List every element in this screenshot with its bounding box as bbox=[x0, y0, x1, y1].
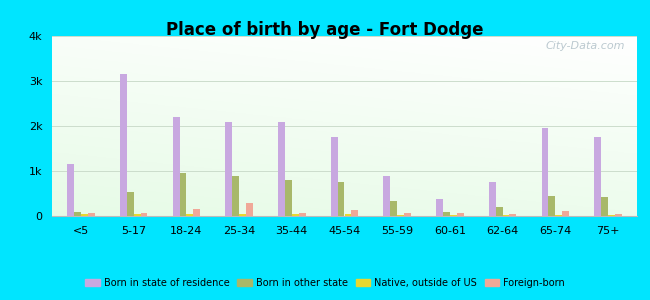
Bar bbox=[285, 180, 292, 216]
Bar bbox=[179, 173, 187, 216]
Bar bbox=[292, 214, 298, 216]
Bar bbox=[140, 213, 148, 216]
Bar bbox=[193, 209, 200, 216]
Bar bbox=[187, 214, 193, 216]
Bar bbox=[232, 176, 239, 216]
Bar bbox=[337, 182, 345, 216]
Bar bbox=[120, 74, 127, 216]
Bar bbox=[549, 196, 555, 216]
Bar bbox=[298, 213, 306, 216]
Bar bbox=[510, 214, 516, 216]
Bar bbox=[457, 213, 463, 216]
Bar bbox=[81, 214, 88, 216]
Bar bbox=[134, 214, 140, 216]
Bar bbox=[615, 214, 621, 216]
Bar bbox=[397, 215, 404, 216]
Bar bbox=[489, 182, 496, 216]
Bar bbox=[352, 210, 358, 216]
Bar bbox=[68, 164, 74, 216]
Bar bbox=[601, 197, 608, 216]
Bar bbox=[502, 215, 510, 216]
Bar bbox=[127, 192, 134, 216]
Bar bbox=[443, 212, 450, 216]
Bar bbox=[74, 212, 81, 216]
Bar bbox=[384, 176, 391, 216]
Bar bbox=[450, 215, 457, 216]
Legend: Born in state of residence, Born in other state, Native, outside of US, Foreign-: Born in state of residence, Born in othe… bbox=[81, 274, 569, 292]
Bar bbox=[496, 207, 502, 216]
Bar bbox=[173, 117, 179, 216]
Bar bbox=[239, 214, 246, 216]
Bar bbox=[541, 128, 549, 216]
Bar bbox=[562, 211, 569, 216]
Bar bbox=[608, 215, 615, 216]
Text: Place of birth by age - Fort Dodge: Place of birth by age - Fort Dodge bbox=[166, 21, 484, 39]
Bar bbox=[391, 201, 397, 216]
Bar bbox=[331, 137, 337, 216]
Bar bbox=[436, 199, 443, 216]
Bar bbox=[404, 213, 411, 216]
Bar bbox=[246, 203, 253, 216]
Bar bbox=[344, 214, 352, 216]
Bar bbox=[555, 215, 562, 216]
Bar bbox=[226, 122, 232, 216]
Bar bbox=[594, 137, 601, 216]
Text: City-Data.com: City-Data.com bbox=[546, 41, 625, 51]
Bar bbox=[278, 122, 285, 216]
Bar bbox=[88, 213, 95, 216]
